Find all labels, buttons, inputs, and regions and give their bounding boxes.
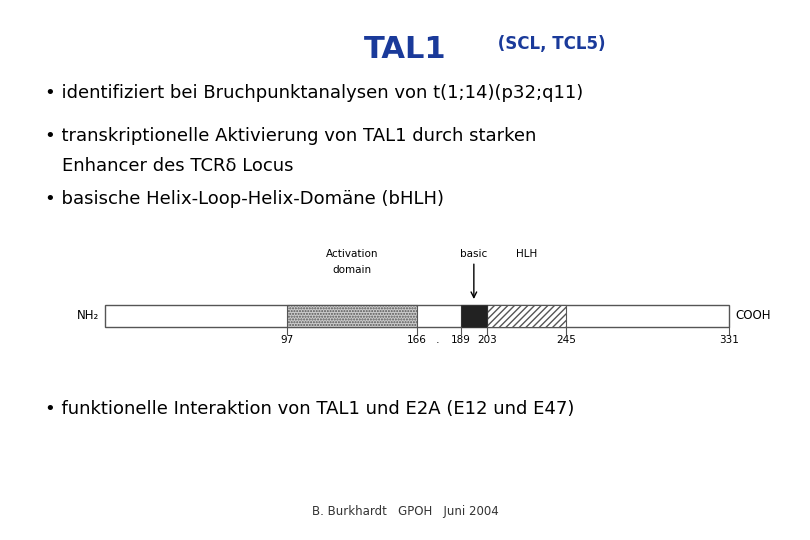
Text: • identifiziert bei Bruchpunktanalysen von t(1;14)(p32;q11): • identifiziert bei Bruchpunktanalysen v… — [45, 84, 583, 102]
Text: 97: 97 — [280, 335, 293, 346]
Bar — [487, 305, 566, 327]
Text: • funktionelle Interaktion von TAL1 und E2A (E12 und E47): • funktionelle Interaktion von TAL1 und … — [45, 400, 574, 417]
Text: .: . — [436, 335, 440, 346]
Text: 245: 245 — [556, 335, 577, 346]
Text: (SCL, TCL5): (SCL, TCL5) — [492, 35, 606, 53]
Bar — [105, 305, 729, 327]
Text: Activation: Activation — [326, 248, 378, 259]
Text: • basische Helix-Loop-Helix-Domäne (bHLH): • basische Helix-Loop-Helix-Domäne (bHLH… — [45, 190, 444, 208]
Text: COOH: COOH — [735, 309, 771, 322]
Text: • transkriptionelle Aktivierung von TAL1 durch starken: • transkriptionelle Aktivierung von TAL1… — [45, 127, 536, 145]
Text: 189: 189 — [450, 335, 471, 346]
Text: Enhancer des TCRδ Locus: Enhancer des TCRδ Locus — [62, 157, 294, 174]
Text: TAL1: TAL1 — [364, 35, 446, 64]
Text: NH₂: NH₂ — [77, 309, 99, 322]
Text: basic: basic — [460, 248, 488, 259]
Bar — [461, 305, 487, 327]
Text: 331: 331 — [719, 335, 739, 346]
Text: 166: 166 — [407, 335, 427, 346]
Text: 203: 203 — [477, 335, 497, 346]
Text: domain: domain — [332, 265, 372, 275]
Bar — [287, 305, 417, 327]
Text: HLH: HLH — [516, 248, 537, 259]
Text: B. Burkhardt   GPOH   Juni 2004: B. Burkhardt GPOH Juni 2004 — [312, 505, 498, 518]
